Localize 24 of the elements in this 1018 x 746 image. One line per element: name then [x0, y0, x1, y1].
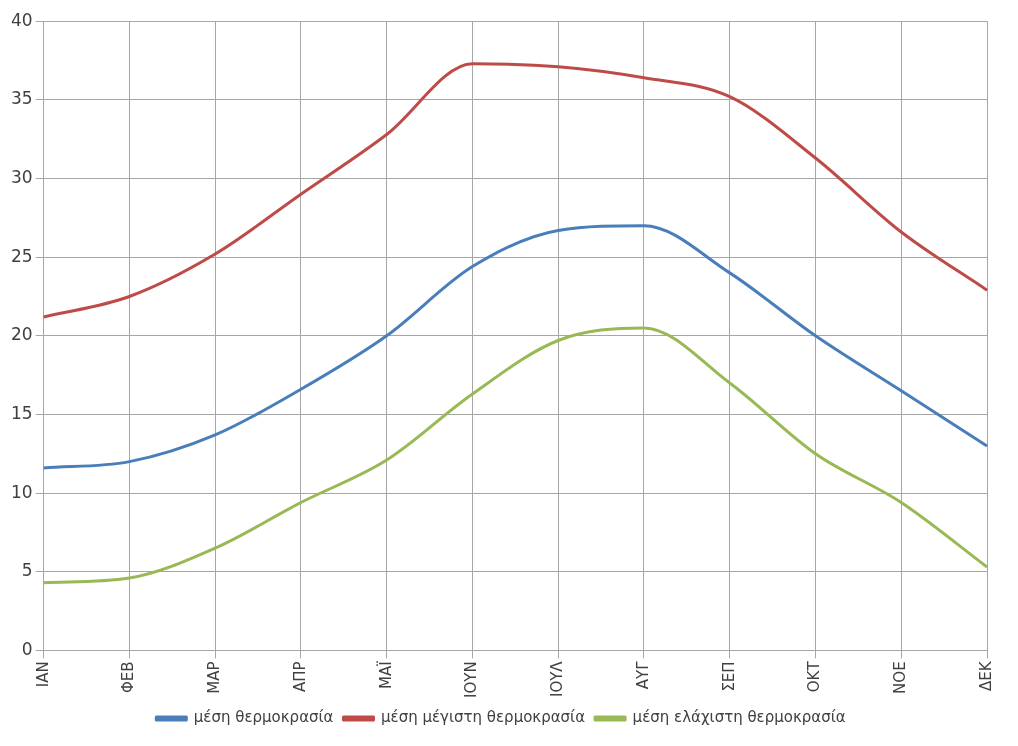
x-tick-label: ΙΟΥΝ	[462, 661, 481, 699]
x-tick-label: ΜΑΪ	[375, 660, 395, 690]
y-tick-label: 35	[10, 88, 33, 109]
x-tick-label: ΦΕΒ	[119, 661, 138, 693]
x-tick-label: ΣΕΠ	[719, 661, 738, 692]
legend-label: μέση ελάχιστη θερμοκρασία	[632, 708, 846, 727]
legend-label: μέση μέγιστη θερμοκρασία	[380, 708, 586, 727]
x-tick-label: ΜΑΡ	[205, 661, 224, 694]
y-tick-label: 10	[10, 481, 33, 502]
y-tick-label: 15	[10, 402, 33, 423]
y-tick-label: 20	[10, 324, 33, 345]
x-tick-label: ΔΕΚ	[976, 660, 995, 691]
x-tick-label: ΑΠΡ	[290, 661, 309, 692]
x-tick-label: ΙΟΥΛ	[548, 660, 567, 698]
x-tick-label: ΟΚΤ	[805, 660, 824, 693]
y-tick-label: 5	[21, 560, 33, 581]
legend-label: μέση θερμοκρασία	[193, 708, 334, 727]
x-tick-label: ΙΑΝ	[33, 661, 52, 688]
x-tick-label: ΑΥΓ	[633, 660, 652, 690]
y-tick-label: 30	[10, 166, 33, 187]
y-tick-label: 0	[21, 638, 33, 659]
x-tick-label: ΝΟΕ	[891, 661, 910, 694]
y-tick-label: 25	[10, 245, 33, 266]
y-tick-label: 40	[10, 9, 33, 30]
